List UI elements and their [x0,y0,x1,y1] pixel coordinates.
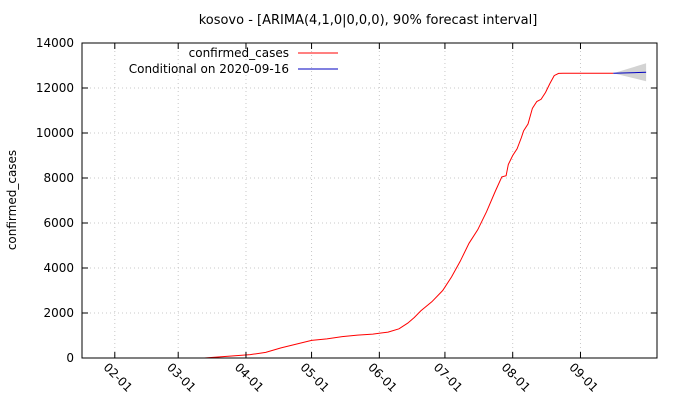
y-tick-label: 8000 [43,171,74,185]
y-tick-label: 4000 [43,261,74,275]
y-tick-label: 6000 [43,216,74,230]
x-tick-label: 07-01 [431,360,466,395]
y-tick-label: 10000 [36,126,74,140]
series-lines [204,71,647,359]
y-axis-label: confirmed_cases [5,150,19,250]
grid-lines [82,43,657,358]
y-tick-label: 2000 [43,306,74,320]
legend: confirmed_cases Conditional on 2020-09-1… [129,46,338,76]
x-tick-label: 05-01 [297,360,332,395]
x-tick-label: 04-01 [232,360,267,395]
series-line-confirmed-cases [204,72,614,359]
axis-ticks: 0 2000 4000 6000 8000 10000 12000 14000 02-01 03-… [36,36,657,395]
x-tick-label: 09-01 [566,360,601,395]
y-tick-label: 14000 [36,36,74,50]
x-tick-label: 08-01 [499,360,534,395]
x-tick-label: 02-01 [101,360,136,395]
y-tick-label: 12000 [36,81,74,95]
series-line-conditional-forecast [613,71,647,74]
legend-label-confirmed-cases: confirmed_cases [189,46,289,60]
x-tick-label: 06-01 [365,360,400,395]
plot-frame [81,42,658,359]
chart-title: kosovo - [ARIMA(4,1,0|0,0,0), 90% foreca… [199,13,538,28]
legend-label-conditional: Conditional on 2020-09-16 [129,62,289,76]
x-tick-label: 03-01 [164,360,199,395]
y-tick-label: 0 [66,351,74,365]
